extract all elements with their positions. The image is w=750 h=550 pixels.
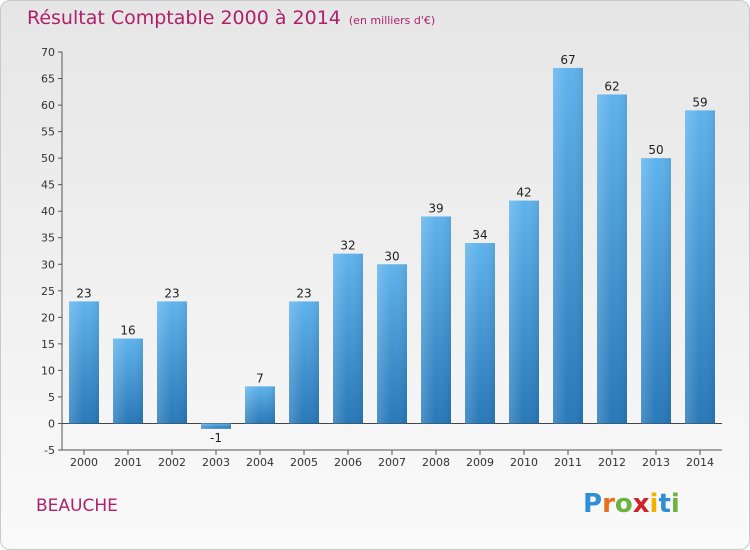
y-tick-label: 35 xyxy=(41,232,55,245)
value-label-2008: 39 xyxy=(428,202,443,216)
x-tick-label: 2011 xyxy=(554,456,582,469)
bar-shade-2012 xyxy=(597,94,627,424)
value-label-2006: 32 xyxy=(340,239,355,253)
x-tick-label: 2000 xyxy=(70,456,98,469)
bar-shade-2014 xyxy=(685,110,715,424)
bar-shade-2000 xyxy=(69,301,99,424)
city-name: BEAUCHE xyxy=(36,496,118,516)
value-label-2001: 16 xyxy=(120,324,135,338)
x-tick-label: 2002 xyxy=(158,456,186,469)
y-tick-label: 40 xyxy=(41,205,55,218)
logo-letter: r xyxy=(602,489,615,519)
y-tick-label: 25 xyxy=(41,285,55,298)
logo-letter: t xyxy=(658,489,671,519)
y-tick-label: -5 xyxy=(44,444,55,457)
bar-shade-2005 xyxy=(289,301,319,424)
chart-title: Résultat Comptable 2000 à 2014 (en millie… xyxy=(27,7,435,29)
x-tick-label: 2012 xyxy=(598,456,626,469)
value-label-2007: 30 xyxy=(384,249,399,263)
value-label-2010: 42 xyxy=(516,186,531,200)
value-label-2000: 23 xyxy=(76,286,91,300)
x-tick-label: 2003 xyxy=(202,456,230,469)
logo-letter: x xyxy=(632,489,650,519)
bar-shade-2008 xyxy=(421,216,451,424)
data-labels: 23 16 23 -1 7 23 32 30 39 34 42 67 62 50 59 xyxy=(76,53,707,445)
x-tick-label: 2010 xyxy=(510,456,538,469)
bar-shade-2013 xyxy=(641,158,671,424)
logo-letter: i xyxy=(670,489,680,519)
value-label-2002: 23 xyxy=(164,286,179,300)
x-tick-label: 2005 xyxy=(290,456,318,469)
bar-shade-2006 xyxy=(333,253,363,424)
y-tick-label: 45 xyxy=(41,179,55,192)
bar-shade-2009 xyxy=(465,243,495,424)
chart-subtitle: (en milliers d'€) xyxy=(348,14,436,27)
y-tick-label: 20 xyxy=(41,311,55,324)
y-tick-label: 15 xyxy=(41,338,55,351)
bars xyxy=(69,67,715,429)
value-label-2003: -1 xyxy=(210,431,222,445)
y-tick-label: 5 xyxy=(48,391,55,404)
x-tick-label: 2013 xyxy=(642,456,670,469)
x-tick-label: 2009 xyxy=(466,456,494,469)
value-label-2011: 67 xyxy=(560,53,575,67)
x-tick-label: 2014 xyxy=(686,456,714,469)
y-tick-label: 0 xyxy=(48,417,55,430)
x-tick-label: 2004 xyxy=(246,456,274,469)
x-tick-label: 2008 xyxy=(422,456,450,469)
y-tick-label: 70 xyxy=(41,46,55,59)
bar-shade-2007 xyxy=(377,264,407,424)
value-label-2004: 7 xyxy=(256,371,264,385)
chart-title-text: Résultat Comptable 2000 à 2014 xyxy=(27,7,341,29)
logo-letter: o xyxy=(614,489,633,519)
x-tick-label: 2006 xyxy=(334,456,362,469)
value-label-2012: 62 xyxy=(604,79,619,93)
y-tick-label: 55 xyxy=(41,126,55,139)
y-tick-label: 65 xyxy=(41,73,55,86)
y-tick-label: 10 xyxy=(41,364,55,377)
bar-shade-2011 xyxy=(553,67,583,424)
proxiti-logo: Proxiti xyxy=(583,489,680,519)
value-label-2014: 59 xyxy=(692,95,707,109)
logo-letter: i xyxy=(649,489,659,519)
bar-shade-2010 xyxy=(509,200,539,424)
bar-shade-2002 xyxy=(157,301,187,424)
bar-shade-2003 xyxy=(201,423,231,429)
y-tick-label: 60 xyxy=(41,99,55,112)
value-label-2005: 23 xyxy=(296,286,311,300)
x-tick-label: 2001 xyxy=(114,456,142,469)
y-tick-label: 50 xyxy=(41,152,55,165)
value-label-2013: 50 xyxy=(648,143,663,157)
bar-shade-2001 xyxy=(113,338,143,424)
y-tick-label: 30 xyxy=(41,258,55,271)
logo-letter: P xyxy=(583,489,603,519)
x-tick-label: 2007 xyxy=(378,456,406,469)
value-label-2009: 34 xyxy=(472,228,487,242)
bar-shade-2004 xyxy=(245,386,275,424)
